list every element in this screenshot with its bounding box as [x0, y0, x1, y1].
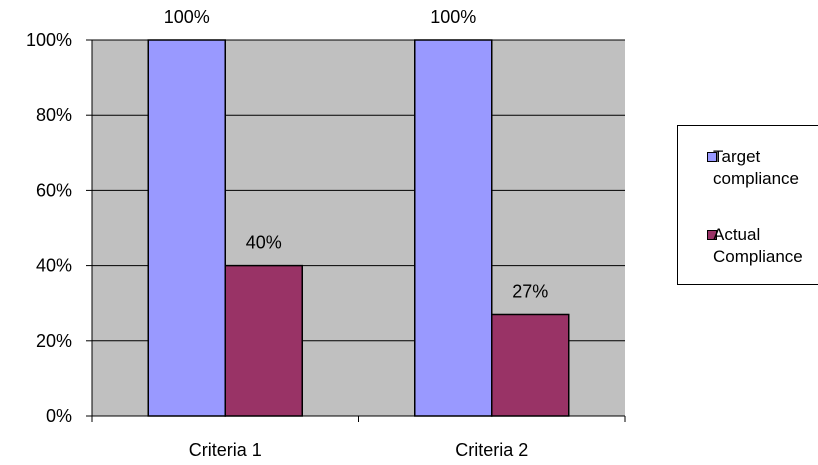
- legend-label-target-compliance: Target compliance: [711, 146, 818, 190]
- data-label-actual-compliance-criteria-2: 27%: [512, 281, 548, 301]
- y-tick-label: 60%: [36, 180, 72, 200]
- y-tick-label: 0%: [46, 406, 72, 426]
- bar-target-compliance-criteria-2: [414, 39, 493, 417]
- legend-label-line: compliance: [713, 169, 799, 188]
- legend-swatch-actual-compliance: [707, 230, 717, 240]
- y-tick-label: 100%: [26, 30, 72, 50]
- bar-actual-compliance-criteria-1: [224, 264, 303, 417]
- bar-target-compliance-criteria-1: [147, 39, 226, 417]
- bars: [147, 39, 570, 417]
- x-tick-label-criteria-2: Criteria 2: [455, 440, 528, 460]
- legend-label-line: Actual: [713, 225, 761, 244]
- axes: [86, 39, 626, 422]
- tick-labels: 0% 20% 40% 60% 80% 100% Criteria 1 Criteria 2: [26, 30, 528, 460]
- data-label-target-compliance-criteria-2: 100%: [430, 7, 476, 27]
- legend-swatch-target-compliance: [707, 152, 717, 162]
- legend-label-line: Compliance: [713, 247, 803, 266]
- legend-label-line: Target: [713, 147, 761, 166]
- y-tick-label: 40%: [36, 256, 72, 276]
- bar-actual-compliance-criteria-2: [491, 313, 570, 417]
- data-labels: 100% 100% 40% 27%: [164, 7, 549, 301]
- x-tick-label-criteria-1: Criteria 1: [189, 440, 262, 460]
- y-tick-label: 20%: [36, 331, 72, 351]
- legend-label-actual-compliance: Actual Compliance: [711, 224, 818, 268]
- data-label-target-compliance-criteria-1: 100%: [164, 7, 210, 27]
- legend: Target compliance Actual Compliance: [677, 125, 818, 285]
- y-tick-label: 80%: [36, 105, 72, 125]
- data-label-actual-compliance-criteria-1: 40%: [246, 233, 282, 253]
